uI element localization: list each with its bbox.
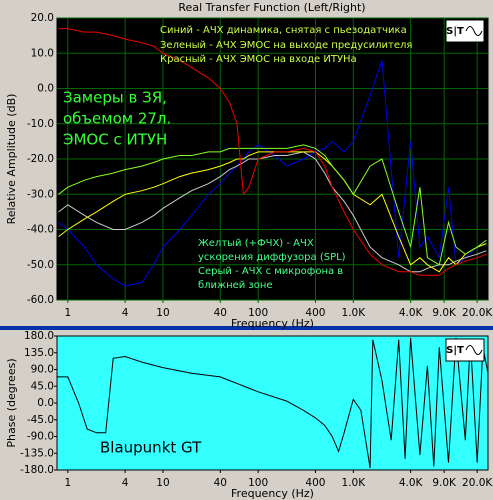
y-tick-label: -180.0 xyxy=(20,464,54,476)
x-tick-label: 20.0K xyxy=(462,307,493,319)
y-axis-label: Phase (degrees) xyxy=(5,358,18,447)
annotation: Blaupunkt GT xyxy=(100,439,202,457)
data-line xyxy=(57,337,489,469)
x-tick-label: 400 xyxy=(305,477,325,489)
svg-text:S|T: S|T xyxy=(446,345,464,356)
y-tick-label: -90.0 xyxy=(27,431,54,443)
y-tick-label: 10.0 xyxy=(31,47,54,59)
x-tick-label: 1.0K xyxy=(342,307,367,319)
y-axis-label: Relative Amplitude (dB) xyxy=(5,94,18,225)
y-tick-label: 0.0 xyxy=(37,397,54,409)
x-tick-label: 10 xyxy=(156,307,169,319)
data-line xyxy=(58,28,487,276)
x-tick-label: 40 xyxy=(214,477,227,489)
separator xyxy=(0,326,493,330)
y-tick-label: 90.0 xyxy=(31,364,54,376)
logo: S|T xyxy=(445,19,485,43)
x-axis-label: Frequency (Hz) xyxy=(231,487,314,500)
annotation: ЭМОС с ИТУН xyxy=(63,131,167,149)
y-tick-label: 0.0 xyxy=(37,83,54,95)
y-tick-label: -60.0 xyxy=(27,294,54,306)
x-tick-label: 9.0K xyxy=(432,477,457,489)
x-tick-label: 9.0K xyxy=(432,307,457,319)
x-tick-label: 1.0K xyxy=(342,477,367,489)
y-tick-label: 135.0 xyxy=(24,347,54,359)
x-tick-label: 1 xyxy=(64,477,71,489)
annotation: Серый - АЧХ с микрофона в xyxy=(198,266,343,277)
x-tick-label: 4.0K xyxy=(399,307,424,319)
annotation: Замеры в ЗЯ, xyxy=(63,89,167,107)
data-line xyxy=(58,60,487,287)
x-axis-label: Frequency (Hz) xyxy=(231,317,314,330)
y-tick-label: -10.0 xyxy=(27,118,54,130)
y-tick-label: -30.0 xyxy=(27,188,54,200)
y-tick-label: -50.0 xyxy=(27,259,54,271)
x-tick-label: 4.0K xyxy=(399,477,424,489)
y-tick-label: 45.0 xyxy=(31,380,54,392)
x-tick-label: 100 xyxy=(248,477,268,489)
x-tick-label: 4 xyxy=(122,307,129,319)
y-tick-label: -135.0 xyxy=(20,447,54,459)
annotation: Синий - АЧХ динамика, снятая с пьезодатч… xyxy=(160,25,407,36)
x-tick-label: 40 xyxy=(214,307,227,319)
data-line xyxy=(58,144,487,266)
x-tick-label: 20.0K xyxy=(462,477,493,489)
x-tick-label: 400 xyxy=(305,307,325,319)
annotation: Зеленый - АЧХ ЭМОС на выходе предусилите… xyxy=(160,40,412,51)
y-tick-label: -40.0 xyxy=(27,224,54,236)
logo: S|T xyxy=(445,338,485,362)
y-tick-label: -20.0 xyxy=(27,153,54,165)
annotation: Красный - АЧХ ЭМОС на входе ИТУНа xyxy=(160,54,357,65)
chart-title: Real Transfer Function (Left/Right) xyxy=(178,1,365,14)
annotation: ускорения диффузора (SPL) xyxy=(198,252,346,263)
y-tick-label: 20.0 xyxy=(31,12,54,24)
x-tick-label: 1 xyxy=(64,307,71,319)
x-tick-label: 4 xyxy=(122,477,129,489)
x-tick-label: 100 xyxy=(248,307,268,319)
annotation: ближней зоне xyxy=(198,280,273,291)
data-line xyxy=(58,151,487,273)
y-tick-label: 180.0 xyxy=(24,330,54,342)
svg-text:S|T: S|T xyxy=(446,26,464,37)
annotation: Желтый (+ФЧХ) - АЧХ xyxy=(198,238,314,249)
annotation: объемом 27л. xyxy=(63,110,171,128)
x-tick-label: 10 xyxy=(156,477,169,489)
y-tick-label: -45.0 xyxy=(27,414,54,426)
